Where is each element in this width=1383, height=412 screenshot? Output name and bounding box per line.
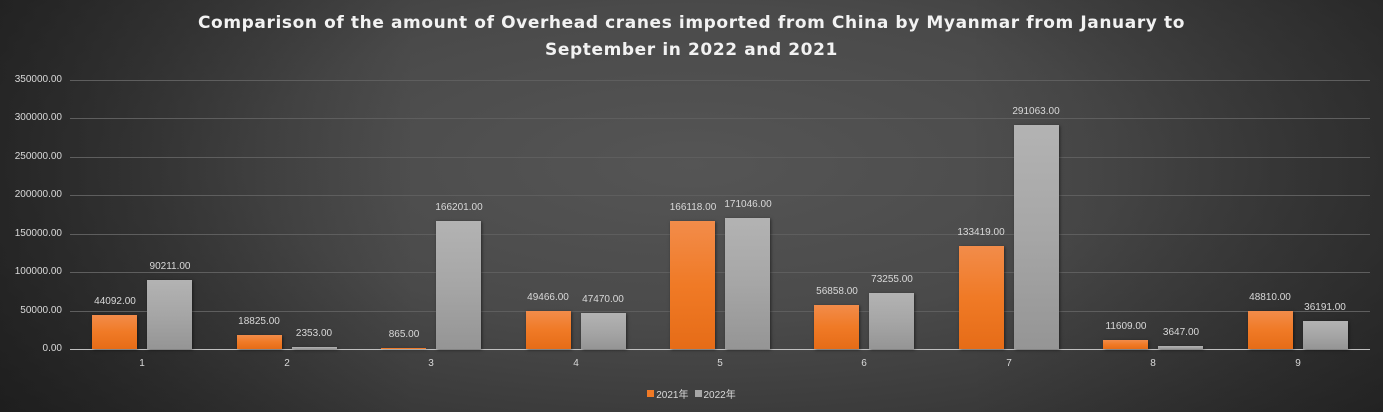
bar-2022-7[interactable] (1014, 125, 1059, 349)
data-label: 11609.00 (1105, 321, 1147, 332)
legend-swatch-2021-icon (647, 390, 655, 397)
x-tick-label: 2 (284, 358, 290, 369)
bar-2022-9[interactable] (1303, 321, 1348, 349)
bar-2022-3[interactable] (436, 221, 481, 349)
data-label: 90211.00 (149, 261, 191, 272)
bar-2022-1[interactable] (147, 280, 192, 349)
bar-2021-5[interactable] (670, 221, 715, 349)
bar-2021-8[interactable] (1103, 340, 1148, 349)
data-label: 44092.00 (94, 296, 136, 307)
data-label: 36191.00 (1304, 302, 1346, 313)
bar-2022-4[interactable] (581, 313, 626, 349)
gridline (70, 195, 1370, 196)
bar-2021-9[interactable] (1248, 311, 1293, 349)
data-label: 48810.00 (1249, 292, 1291, 303)
x-axis-line (70, 349, 1370, 350)
bar-2021-2[interactable] (237, 335, 282, 349)
gridline (70, 80, 1370, 81)
data-label: 3647.00 (1162, 327, 1200, 338)
legend-item-2022[interactable]: 2022年 (694, 386, 736, 401)
data-label: 49466.00 (527, 292, 569, 303)
y-tick-label: 50000.00 (20, 305, 62, 316)
data-label: 133419.00 (957, 227, 1005, 238)
bar-2021-7[interactable] (959, 246, 1004, 349)
data-label: 47470.00 (582, 294, 624, 305)
x-tick-label: 3 (428, 358, 434, 369)
legend-label-2022: 2022年 (703, 390, 736, 401)
data-label: 56858.00 (816, 286, 858, 297)
y-tick-label: 100000.00 (14, 266, 62, 277)
gridline (70, 234, 1370, 235)
data-label: 73255.00 (871, 274, 913, 285)
bar-2021-3[interactable] (381, 348, 426, 349)
y-tick-label: 350000.00 (14, 74, 62, 85)
bar-2021-4[interactable] (526, 311, 571, 349)
bar-2021-6[interactable] (814, 305, 859, 349)
bar-2022-8[interactable] (1158, 346, 1203, 349)
y-tick-label: 300000.00 (14, 112, 62, 123)
data-label: 166201.00 (435, 202, 483, 213)
chart-title: Comparison of the amount of Overhead cra… (0, 10, 1383, 64)
bar-2022-2[interactable] (292, 347, 337, 349)
y-tick-label: 0.00 (42, 343, 62, 354)
bar-2022-6[interactable] (869, 293, 914, 349)
gridline (70, 157, 1370, 158)
y-tick-label: 200000.00 (14, 189, 62, 200)
bar-2021-1[interactable] (92, 315, 137, 349)
data-label: 865.00 (388, 329, 420, 340)
x-tick-label: 9 (1295, 358, 1301, 369)
legend-swatch-2022-icon (694, 390, 702, 397)
data-label: 291063.00 (1012, 106, 1060, 117)
gridline (70, 118, 1370, 119)
x-tick-label: 7 (1006, 358, 1012, 369)
x-tick-label: 5 (717, 358, 723, 369)
data-label: 18825.00 (238, 316, 280, 327)
chart-title-line-1: Comparison of the amount of Overhead cra… (197, 13, 1186, 33)
x-tick-label: 8 (1150, 358, 1156, 369)
legend: 2021年 2022年 (0, 386, 1383, 401)
data-label: 166118.00 (669, 202, 717, 213)
y-tick-label: 150000.00 (14, 228, 62, 239)
bar-2022-5[interactable] (725, 218, 770, 349)
legend-label-2021: 2021年 (656, 390, 689, 401)
y-tick-label: 250000.00 (14, 151, 62, 162)
data-label: 2353.00 (295, 328, 333, 339)
chart-title-line-2: September in 2022 and 2021 (545, 40, 838, 60)
data-label: 171046.00 (724, 199, 772, 210)
legend-item-2021[interactable]: 2021年 (647, 386, 689, 401)
x-tick-label: 6 (861, 358, 867, 369)
gridline (70, 272, 1370, 273)
x-tick-label: 1 (139, 358, 145, 369)
gridline (70, 311, 1370, 312)
x-tick-label: 4 (573, 358, 579, 369)
